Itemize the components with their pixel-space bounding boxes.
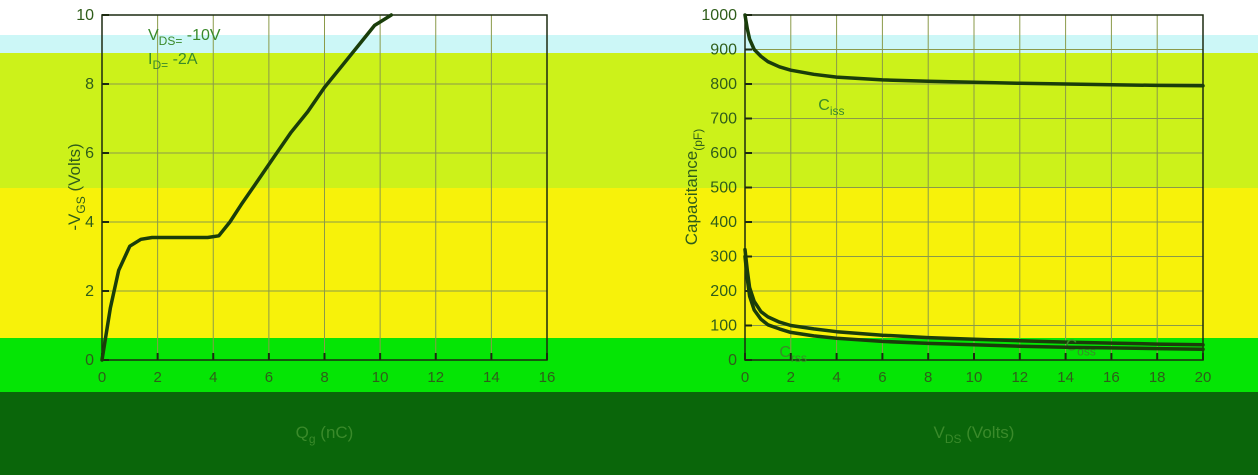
y-tick-label: 4 [85,214,94,231]
band-5 [0,392,1258,475]
band-1 [0,35,1258,53]
x-tick-label: 0 [98,369,106,386]
y-tick-label: 0 [85,352,94,369]
chart-2-grid [744,14,1204,361]
series-label-c-iss: Ciss [818,97,844,118]
x-tick-label: 8 [924,369,932,386]
y-tick-label: 500 [710,180,737,197]
annotation-line-1: VDS= -10V [148,27,221,48]
x-tick-label: 8 [320,369,328,386]
x-tick-label: 14 [483,369,500,386]
y-axis-label: Capacitance(pF) [682,129,705,246]
x-tick-label: 20 [1195,369,1212,386]
plot-frame [101,14,548,361]
x-tick-label: 18 [1149,369,1166,386]
x-tick-label: 2 [787,369,795,386]
y-tick-label: 900 [710,42,737,59]
y-tick-label: 200 [710,283,737,300]
band-0 [0,0,1258,35]
plot-frame [744,14,1204,361]
annotation-line-2: ID= -2A [148,51,198,72]
y-tick-label: 700 [710,111,737,128]
x-tick-label: 10 [966,369,983,386]
x-tick-label: 12 [427,369,444,386]
band-2 [0,53,1258,188]
series-line-1 [100,13,394,362]
x-axis-label: VDS (Volts) [934,423,1015,446]
y-tick-label: 600 [710,145,737,162]
y-tick-label: 1000 [701,7,737,24]
series-label-c-rss: Crss [779,344,807,365]
x-tick-label: 12 [1011,369,1028,386]
x-tick-label: 16 [1103,369,1120,386]
x-tick-label: 4 [209,369,217,386]
y-tick-label: 0 [728,352,737,369]
x-tick-label: 6 [265,369,273,386]
series-line-c-rss [743,254,1205,352]
y-tick-label: 800 [710,76,737,93]
y-tick-label: 10 [76,7,94,24]
y-tick-label: 2 [85,283,94,300]
y-tick-label: 300 [710,249,737,266]
y-tick-label: 8 [85,76,94,93]
y-tick-label: 6 [85,145,94,162]
series-line-c-oss [743,247,1205,347]
x-tick-label: 0 [741,369,749,386]
y-tick-label: 100 [710,318,737,335]
x-tick-label: 2 [153,369,161,386]
x-tick-label: 6 [878,369,886,386]
x-tick-label: 14 [1057,369,1074,386]
y-tick-label: 400 [710,214,737,231]
x-tick-label: 10 [372,369,389,386]
chart-2: 0 2 4 6 8 10 12 14 16 18 2001002003004005006007008… [682,7,1211,446]
series-line-c-iss [743,13,1205,88]
x-axis-label: Qg (nC) [296,423,354,446]
chart-1: 0 2 4 6 8 10 12 14 16 0 2 4 6 8 10 Qg (nC) -VGS (Volts) V… [65,7,555,446]
x-tick-label: 16 [539,369,556,386]
y-axis-label: -VGS (Volts) [65,143,88,230]
band-3 [0,188,1258,338]
x-tick-label: 4 [832,369,840,386]
